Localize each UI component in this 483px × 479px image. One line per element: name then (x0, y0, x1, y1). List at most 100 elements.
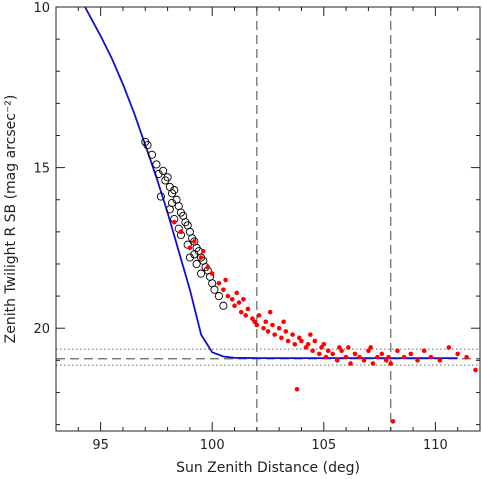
red-point (192, 239, 197, 244)
red-point (323, 354, 329, 360)
red-point (171, 219, 177, 225)
x-tick-label: 95 (92, 438, 109, 453)
red-point (290, 332, 295, 337)
red-point (225, 293, 231, 299)
red-point (370, 361, 376, 366)
red-point (241, 297, 246, 302)
axis-ticks: 95 100 105 110 10 15 20 (33, 1, 481, 453)
red-point (270, 322, 275, 328)
red-point (464, 354, 469, 360)
red-point (276, 325, 282, 331)
red-point (245, 306, 251, 312)
y-tick-label: 15 (33, 162, 50, 177)
red-point (216, 280, 222, 286)
red-point (252, 319, 257, 325)
open-circle-point (197, 269, 206, 278)
red-point (243, 313, 248, 318)
red-point (312, 338, 318, 344)
open-circle-point (147, 150, 157, 159)
open-circle-point (156, 192, 165, 201)
open-circle-point (219, 301, 228, 310)
red-point (198, 255, 204, 260)
red-point (428, 354, 434, 360)
y-axis-title: Zenith Twilight R SB (mag arcsec⁻²) (3, 95, 19, 344)
red-point (375, 354, 380, 360)
red-point (281, 319, 286, 325)
red-point (455, 351, 460, 357)
red-point (234, 290, 240, 296)
open-circle-point (214, 292, 223, 301)
open-circle-point (170, 186, 179, 195)
red-point (200, 248, 206, 254)
red-point (283, 329, 289, 334)
red-point (415, 358, 420, 363)
red-point (401, 354, 407, 360)
red-point (221, 287, 226, 292)
red-point (267, 309, 273, 315)
red-point (386, 354, 391, 360)
red-point (317, 351, 322, 357)
red-point (209, 271, 215, 276)
red-point (232, 303, 237, 309)
red-point (187, 245, 193, 251)
red-point (263, 319, 269, 325)
red-point (346, 345, 351, 350)
red-point (308, 332, 313, 337)
red-point (337, 345, 342, 350)
red-point (256, 313, 262, 318)
red-point (236, 300, 242, 305)
red-point (348, 361, 353, 366)
red-point (303, 345, 309, 350)
open-circle-point (210, 285, 219, 294)
red-point (366, 348, 371, 353)
red-point (361, 358, 367, 363)
y-tick-label: 10 (33, 1, 50, 16)
red-point (292, 341, 298, 347)
open-circle-point (152, 160, 161, 169)
red-point (325, 348, 331, 353)
red-point (319, 345, 324, 350)
open-circle-point (185, 253, 194, 262)
red-point (254, 322, 260, 328)
red-point (437, 358, 443, 363)
red-point (368, 345, 373, 350)
red-point (330, 351, 336, 357)
red-point (379, 351, 385, 357)
x-tick-label: 100 (200, 438, 225, 453)
red-point (383, 358, 389, 363)
red-point (321, 341, 327, 347)
red-point (223, 277, 228, 283)
open-circle-point (163, 173, 172, 182)
model-curve (84, 6, 458, 360)
red-point (272, 332, 277, 337)
red-point (294, 386, 300, 392)
red-point (446, 345, 452, 350)
red-point (388, 361, 394, 366)
x-tick-label: 105 (311, 438, 336, 453)
y-tick-label: 20 (33, 322, 50, 337)
red-point (238, 309, 244, 315)
red-point (261, 325, 266, 331)
red-point (343, 354, 349, 360)
red-point (408, 351, 414, 357)
red-point (339, 348, 344, 353)
red-point (357, 354, 362, 360)
red-point (299, 338, 304, 344)
plot-frame (55, 6, 481, 432)
open-circle-point (167, 198, 177, 207)
red-point (421, 348, 427, 353)
red-point (473, 367, 478, 373)
x-tick-label: 110 (423, 438, 448, 453)
red-point (265, 329, 271, 334)
red-point (229, 297, 235, 302)
red-point (296, 335, 302, 341)
red-point (395, 348, 400, 353)
x-axis-title: Sun Zenith Distance (deg) (176, 460, 360, 476)
open-circle-point (159, 166, 168, 175)
red-point (205, 264, 211, 270)
red-point (279, 335, 284, 341)
red-point (310, 348, 315, 353)
data-series (84, 6, 478, 424)
red-point (178, 229, 184, 235)
